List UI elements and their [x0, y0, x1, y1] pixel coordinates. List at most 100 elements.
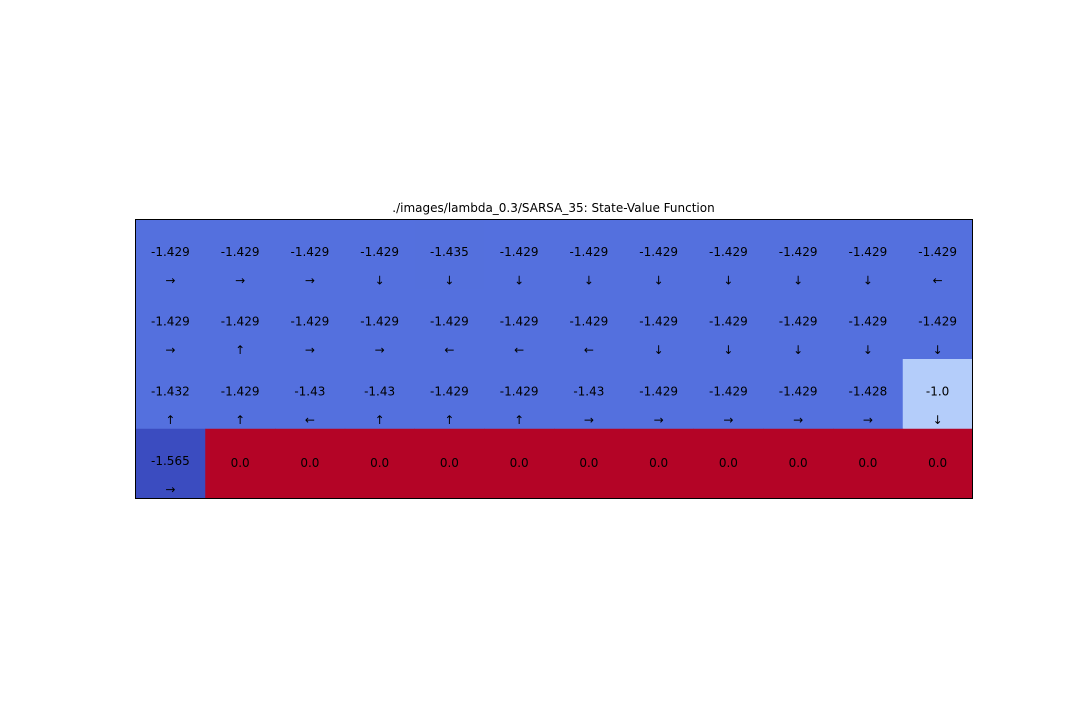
- policy-arrow-r2-c8: →: [723, 413, 733, 427]
- cell-r2-c10: [833, 359, 904, 430]
- cell-r1-c6: [554, 289, 625, 360]
- policy-arrow-r2-c2: ←: [305, 413, 315, 427]
- cell-r3-c10: [833, 428, 904, 499]
- cell-value-r0-c10: -1.429: [849, 245, 888, 259]
- cell-r2-c2: [275, 359, 346, 430]
- policy-arrow-r1-c2: →: [305, 343, 315, 357]
- cell-value-r1-c11: -1.429: [918, 315, 957, 329]
- policy-arrow-r2-c9: →: [793, 413, 803, 427]
- cell-r0-c3: [344, 219, 415, 290]
- cell-value-r3-c5: 0.0: [510, 456, 529, 470]
- cell-r1-c7: [623, 289, 694, 360]
- cell-r0-c10: [833, 219, 904, 290]
- cell-value-r1-c5: -1.429: [500, 315, 539, 329]
- cell-r2-c0: [135, 359, 206, 430]
- cell-value-r0-c8: -1.429: [709, 245, 748, 259]
- cell-value-r0-c2: -1.429: [291, 245, 330, 259]
- cell-value-r2-c4: -1.429: [430, 384, 469, 398]
- cell-r3-c7: [623, 428, 694, 499]
- cell-r1-c8: [693, 289, 764, 360]
- cell-r2-c9: [763, 359, 834, 430]
- cell-value-r0-c9: -1.429: [779, 245, 818, 259]
- cell-r3-c2: [275, 428, 346, 499]
- policy-arrow-r1-c8: ↓: [723, 343, 733, 357]
- cell-value-r0-c3: -1.429: [360, 245, 399, 259]
- cell-value-r1-c7: -1.429: [639, 315, 678, 329]
- cell-value-r0-c1: -1.429: [221, 245, 260, 259]
- cell-r1-c9: [763, 289, 834, 360]
- cell-value-r1-c0: -1.429: [151, 315, 190, 329]
- policy-arrow-r1-c4: ←: [444, 343, 454, 357]
- cell-r0-c4: [414, 219, 485, 290]
- cell-r1-c4: [414, 289, 485, 360]
- policy-arrow-r1-c9: ↓: [793, 343, 803, 357]
- cell-value-r2-c11: -1.0: [926, 384, 949, 398]
- cell-value-r1-c9: -1.429: [779, 315, 818, 329]
- cell-value-r0-c7: -1.429: [639, 245, 678, 259]
- cell-r3-c4: [414, 428, 485, 499]
- policy-arrow-r3-c0: →: [165, 483, 175, 497]
- policy-arrow-r0-c2: →: [305, 273, 315, 287]
- cell-r1-c3: [344, 289, 415, 360]
- cell-value-r1-c3: -1.429: [360, 315, 399, 329]
- cell-r0-c5: [484, 219, 555, 290]
- policy-arrow-r2-c4: ↑: [444, 413, 454, 427]
- cell-r2-c4: [414, 359, 485, 430]
- cell-value-r3-c3: 0.0: [370, 456, 389, 470]
- cell-value-r2-c0: -1.432: [151, 384, 190, 398]
- heatmap-cells: [135, 219, 973, 499]
- cell-r0-c9: [763, 219, 834, 290]
- cell-value-r1-c8: -1.429: [709, 315, 748, 329]
- policy-arrow-r2-c6: →: [584, 413, 594, 427]
- policy-arrow-r0-c6: ↓: [584, 273, 594, 287]
- cell-value-r3-c11: 0.0: [928, 456, 947, 470]
- cell-r2-c7: [623, 359, 694, 430]
- cell-value-r3-c9: 0.0: [789, 456, 808, 470]
- policy-arrow-r2-c0: ↑: [165, 413, 175, 427]
- cell-r1-c1: [205, 289, 276, 360]
- cell-value-r3-c4: 0.0: [440, 456, 459, 470]
- cell-r1-c11: [902, 289, 973, 360]
- cell-value-r1-c2: -1.429: [291, 315, 330, 329]
- cell-r2-c1: [205, 359, 276, 430]
- plot-border: [135, 219, 973, 499]
- policy-arrow-r2-c7: →: [654, 413, 664, 427]
- policy-arrow-r1-c1: ↑: [235, 343, 245, 357]
- cell-r0-c0: [135, 219, 206, 290]
- policy-arrow-r1-c7: ↓: [654, 343, 664, 357]
- policy-arrow-r2-c5: ↑: [514, 413, 524, 427]
- heatmap-labels: -1.429 → -1.429 → -1.429 → -1.429 ↓ -1.435 ↓ -1.42…: [151, 245, 957, 497]
- cell-r0-c2: [275, 219, 346, 290]
- policy-arrow-r0-c9: ↓: [793, 273, 803, 287]
- cell-value-r3-c0: -1.565: [151, 454, 190, 468]
- cell-value-r2-c2: -1.43: [294, 384, 325, 398]
- cell-r1-c2: [275, 289, 346, 360]
- policy-arrow-r1-c6: ←: [584, 343, 594, 357]
- policy-arrow-r1-c11: ↓: [933, 343, 943, 357]
- policy-arrow-r0-c0: →: [165, 273, 175, 287]
- cell-r3-c1: [205, 428, 276, 499]
- cell-r3-c0: [135, 428, 206, 499]
- cell-value-r3-c1: 0.0: [231, 456, 250, 470]
- cell-value-r1-c10: -1.429: [849, 315, 888, 329]
- cell-value-r3-c2: 0.0: [300, 456, 319, 470]
- cell-value-r2-c10: -1.428: [849, 384, 888, 398]
- cell-r1-c5: [484, 289, 555, 360]
- policy-arrow-r0-c10: ↓: [863, 273, 873, 287]
- policy-arrow-r2-c3: ↑: [375, 413, 385, 427]
- cell-r3-c5: [484, 428, 555, 499]
- cell-value-r1-c1: -1.429: [221, 315, 260, 329]
- policy-arrow-r0-c5: ↓: [514, 273, 524, 287]
- cell-r2-c6: [554, 359, 625, 430]
- cell-value-r2-c5: -1.429: [500, 384, 539, 398]
- policy-arrow-r2-c10: →: [863, 413, 873, 427]
- cell-value-r2-c1: -1.429: [221, 384, 260, 398]
- cell-value-r3-c8: 0.0: [719, 456, 738, 470]
- cell-r3-c9: [763, 428, 834, 499]
- cell-r3-c8: [693, 428, 764, 499]
- policy-arrow-r2-c11: ↓: [933, 413, 943, 427]
- policy-arrow-r0-c11: ←: [933, 273, 943, 287]
- cell-r2-c5: [484, 359, 555, 430]
- cell-r2-c8: [693, 359, 764, 430]
